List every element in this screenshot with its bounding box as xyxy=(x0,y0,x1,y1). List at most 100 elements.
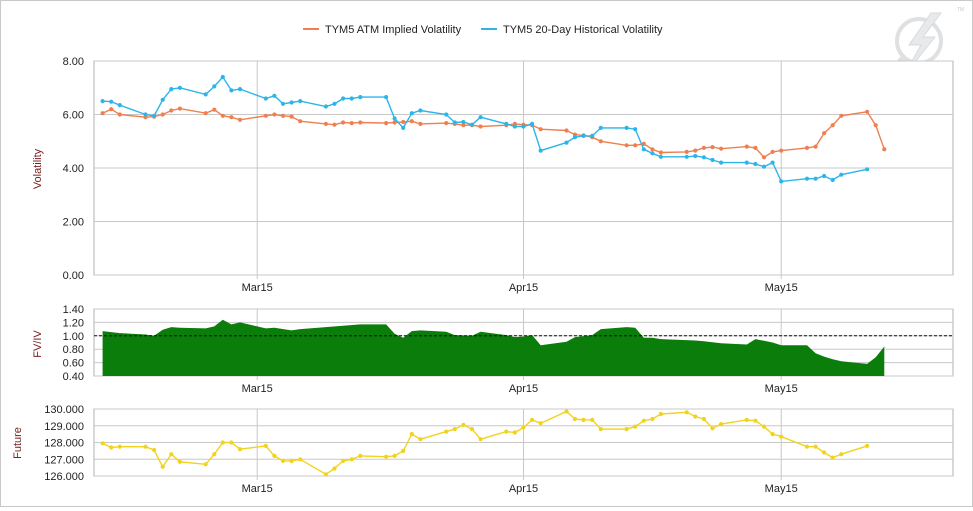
data-point[interactable] xyxy=(658,150,664,155)
data-point[interactable] xyxy=(229,88,234,93)
data-point[interactable] xyxy=(581,417,586,422)
data-point[interactable] xyxy=(384,121,389,126)
data-point[interactable] xyxy=(693,153,698,159)
data-point[interactable] xyxy=(822,131,827,136)
data-point[interactable] xyxy=(830,123,835,128)
data-point[interactable] xyxy=(229,115,234,120)
data-point[interactable] xyxy=(822,450,827,455)
data-point[interactable] xyxy=(813,176,818,181)
data-point[interactable] xyxy=(289,100,294,105)
data-point[interactable] xyxy=(624,125,629,130)
data-point[interactable] xyxy=(641,147,646,152)
data-point[interactable] xyxy=(100,99,105,104)
data-point[interactable] xyxy=(220,113,225,118)
data-point[interactable] xyxy=(624,143,629,148)
data-point[interactable] xyxy=(804,176,810,181)
data-point[interactable] xyxy=(538,127,543,132)
data-point[interactable] xyxy=(444,121,449,126)
data-point[interactable] xyxy=(564,128,569,133)
data-point[interactable] xyxy=(220,74,225,80)
data-point[interactable] xyxy=(109,445,114,450)
data-point[interactable] xyxy=(478,437,483,442)
data-point[interactable] xyxy=(444,429,449,434)
data-point[interactable] xyxy=(341,120,346,125)
data-point[interactable] xyxy=(564,409,569,414)
data-point[interactable] xyxy=(160,112,165,117)
data-point[interactable] xyxy=(538,421,543,426)
data-point[interactable] xyxy=(865,167,870,172)
data-point[interactable] xyxy=(349,121,354,126)
data-point[interactable] xyxy=(392,116,397,121)
data-point[interactable] xyxy=(418,437,423,442)
data-point[interactable] xyxy=(641,418,646,423)
data-point[interactable] xyxy=(804,444,810,449)
data-point[interactable] xyxy=(212,84,217,89)
data-point[interactable] xyxy=(719,160,724,165)
data-point[interactable] xyxy=(598,139,603,144)
data-point[interactable] xyxy=(332,101,337,106)
data-point[interactable] xyxy=(461,422,466,427)
data-point[interactable] xyxy=(280,458,286,463)
data-point[interactable] xyxy=(358,95,363,100)
data-point[interactable] xyxy=(650,147,655,152)
data-point[interactable] xyxy=(323,472,328,477)
data-point[interactable] xyxy=(865,109,870,114)
data-point[interactable] xyxy=(813,444,818,449)
data-point[interactable] xyxy=(693,148,698,153)
data-point[interactable] xyxy=(770,160,775,165)
data-point[interactable] xyxy=(263,443,268,448)
data-point[interactable] xyxy=(418,108,423,113)
data-point[interactable] xyxy=(744,160,749,165)
data-point[interactable] xyxy=(779,179,784,184)
data-point[interactable] xyxy=(839,172,844,177)
data-point[interactable] xyxy=(830,177,835,183)
data-point[interactable] xyxy=(272,93,277,98)
data-point[interactable] xyxy=(865,443,870,448)
data-point[interactable] xyxy=(512,124,517,129)
data-point[interactable] xyxy=(744,144,749,149)
data-point[interactable] xyxy=(263,113,268,118)
data-point[interactable] xyxy=(212,107,217,112)
data-point[interactable] xyxy=(177,106,182,111)
data-point[interactable] xyxy=(530,121,535,126)
data-point[interactable] xyxy=(401,119,406,125)
data-point[interactable] xyxy=(109,99,114,104)
data-point[interactable] xyxy=(143,112,148,117)
data-point[interactable] xyxy=(761,164,767,169)
data-point[interactable] xyxy=(461,123,466,128)
data-point[interactable] xyxy=(581,133,586,138)
data-point[interactable] xyxy=(641,141,646,146)
data-point[interactable] xyxy=(212,452,217,457)
data-point[interactable] xyxy=(332,122,337,127)
data-point[interactable] xyxy=(701,145,707,150)
data-point[interactable] xyxy=(117,444,122,449)
data-point[interactable] xyxy=(598,427,603,432)
data-point[interactable] xyxy=(521,425,526,430)
data-point[interactable] xyxy=(633,424,638,429)
data-point[interactable] xyxy=(160,97,165,102)
data-point[interactable] xyxy=(650,416,655,422)
data-point[interactable] xyxy=(384,454,389,459)
data-point[interactable] xyxy=(564,140,569,145)
data-point[interactable] xyxy=(100,111,105,116)
data-point[interactable] xyxy=(332,466,337,471)
data-point[interactable] xyxy=(770,149,775,154)
data-point[interactable] xyxy=(109,107,114,112)
data-point[interactable] xyxy=(572,416,578,422)
data-point[interactable] xyxy=(169,452,174,457)
data-point[interactable] xyxy=(341,458,346,463)
data-point[interactable] xyxy=(478,124,483,129)
data-point[interactable] xyxy=(280,113,286,118)
data-point[interactable] xyxy=(220,440,225,445)
data-point[interactable] xyxy=(203,92,208,97)
data-point[interactable] xyxy=(770,432,775,437)
data-point[interactable] xyxy=(658,154,664,159)
data-point[interactable] xyxy=(358,120,363,125)
data-point[interactable] xyxy=(882,147,887,152)
data-point[interactable] xyxy=(684,149,689,154)
data-point[interactable] xyxy=(701,416,707,422)
data-point[interactable] xyxy=(117,112,122,117)
data-point[interactable] xyxy=(538,148,543,153)
data-point[interactable] xyxy=(719,422,724,427)
data-point[interactable] xyxy=(263,96,268,101)
